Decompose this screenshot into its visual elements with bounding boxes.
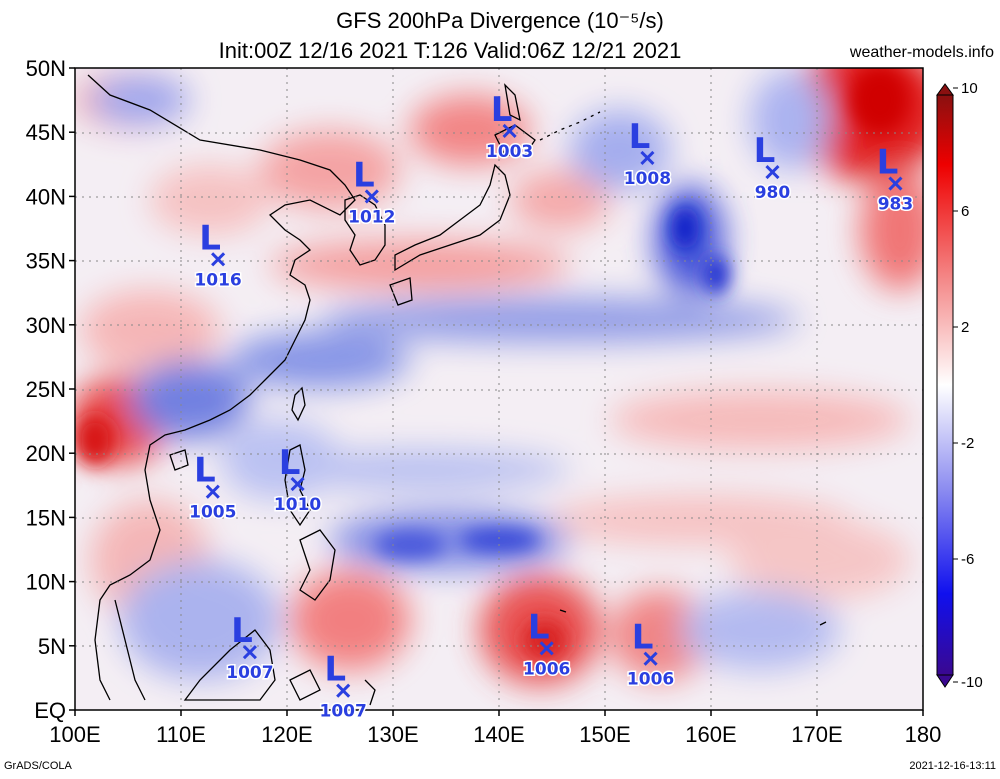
- low-center-x: [643, 651, 658, 666]
- low-center-x: [336, 683, 351, 698]
- low-symbol-L: L: [754, 131, 776, 171]
- low-symbol-L: L: [279, 443, 301, 483]
- y-tick-label: 45N: [26, 120, 66, 145]
- low-symbol-L: L: [231, 611, 253, 651]
- low-symbol-L: L: [199, 218, 221, 258]
- low-pressure-value: 1007: [320, 702, 367, 722]
- low-pressure-value: 1012: [348, 207, 395, 227]
- low-center: L 1006: [625, 618, 675, 692]
- y-tick-label: 20N: [26, 441, 66, 466]
- low-center: L 1012: [347, 155, 397, 229]
- low-pressure-value: 1003: [486, 142, 533, 162]
- site-credit: weather-models.info: [849, 44, 994, 61]
- colorbar-gradient: [936, 94, 954, 676]
- x-tick-label: 130E: [367, 722, 418, 747]
- low-center-x: [888, 176, 903, 191]
- y-tick-label: EQ: [34, 698, 66, 723]
- low-pressure-value: 1006: [523, 659, 570, 679]
- colorbar-tick-label: 10: [961, 80, 978, 97]
- low-center-x: [242, 645, 257, 660]
- y-tick-label: 5N: [38, 634, 66, 659]
- footer-timestamp: 2021-12-16-13:11: [909, 760, 996, 772]
- low-center-x: [502, 123, 517, 138]
- colorbar-tick-label: -2: [961, 435, 974, 452]
- low-symbol-L: L: [491, 90, 513, 130]
- colorbar-tick-label: -10: [961, 674, 983, 691]
- low-pressure-value: 1010: [274, 495, 321, 515]
- low-center-x: [290, 476, 305, 492]
- coastlines: [87, 74, 827, 706]
- low-center: L 1003: [484, 90, 534, 164]
- colorbar-bottom-cap: [936, 674, 954, 688]
- low-center: L 980: [753, 131, 792, 205]
- footer-software: GrADS/COLA: [4, 760, 72, 772]
- x-tick-label: 120E: [261, 722, 312, 747]
- low-symbol-L: L: [629, 117, 651, 157]
- low-center: L 1010: [272, 443, 322, 517]
- low-pressure-value: 1006: [627, 670, 674, 690]
- low-center: L 1007: [225, 611, 275, 685]
- low-center-x: [640, 150, 655, 165]
- low-center-x: [364, 189, 379, 204]
- low-symbol-L: L: [194, 451, 216, 491]
- low-pressure-value: 1016: [194, 270, 241, 290]
- low-symbol-L: L: [877, 143, 899, 183]
- colorbar-tick-label: 6: [961, 203, 969, 220]
- x-tick-label: 140E: [473, 722, 524, 747]
- low-symbol-L: L: [632, 618, 654, 658]
- y-axis: EQ 5N 10N 15N 20N 25N 30N 35N 40N 45N 50N: [26, 56, 75, 723]
- low-center: L 983: [876, 143, 915, 217]
- x-tick-label: 110E: [156, 722, 206, 747]
- y-tick-label: 40N: [26, 184, 66, 209]
- low-center-x: [765, 164, 780, 180]
- y-tick-label: 15N: [26, 505, 66, 530]
- low-pressure-value: 1007: [226, 663, 273, 683]
- low-center: L 1005: [188, 451, 238, 524]
- x-tick-label: 100E: [49, 722, 100, 747]
- low-center-x: [205, 484, 220, 499]
- low-center: L 1008: [622, 117, 672, 191]
- x-tick-label: 160E: [685, 722, 736, 747]
- x-axis: 100E 110E 120E 130E 140E 150E 160E 170E 180: [49, 710, 941, 747]
- low-center: L 1016: [193, 218, 243, 292]
- low-symbol-L: L: [528, 607, 550, 647]
- low-center-x: [539, 641, 554, 656]
- chart-title: GFS 200hPa Divergence (10⁻⁵/s): [336, 8, 664, 33]
- colorbar-tick-label: 2: [961, 319, 969, 336]
- low-pressure-value: 1005: [189, 503, 236, 523]
- y-tick-label: 35N: [26, 249, 66, 274]
- low-center-x: [211, 252, 226, 267]
- y-tick-label: 25N: [26, 377, 66, 402]
- low-pressure-value: 983: [878, 195, 914, 215]
- low-symbol-L: L: [324, 650, 346, 690]
- y-tick-label: 10N: [26, 570, 66, 595]
- y-tick-label: 50N: [26, 56, 66, 81]
- low-center: L 1006: [522, 607, 572, 681]
- low-symbol-L: L: [353, 155, 375, 195]
- low-pressure-value: 1008: [624, 169, 671, 189]
- colorbar: 10 6 2 -2 -6 -10: [936, 80, 983, 691]
- low-pressure-value: 980: [755, 183, 791, 203]
- x-tick-label: 170E: [791, 722, 842, 747]
- x-tick-label: 150E: [579, 722, 630, 747]
- low-center: L 1007: [318, 650, 368, 724]
- low-pressure-markers: L 1003 L 1012 L 1016 L 1008 L 980 L 983 L 1005 L 1010 L 1…: [188, 90, 915, 724]
- x-tick-label: 180: [905, 722, 942, 747]
- y-tick-label: 30N: [26, 313, 66, 338]
- chart-subtitle: Init:00Z 12/16 2021 T:126 Valid:06Z 12/2…: [218, 38, 682, 63]
- colorbar-tick-label: -6: [961, 551, 974, 568]
- colorbar-top-cap: [936, 83, 954, 96]
